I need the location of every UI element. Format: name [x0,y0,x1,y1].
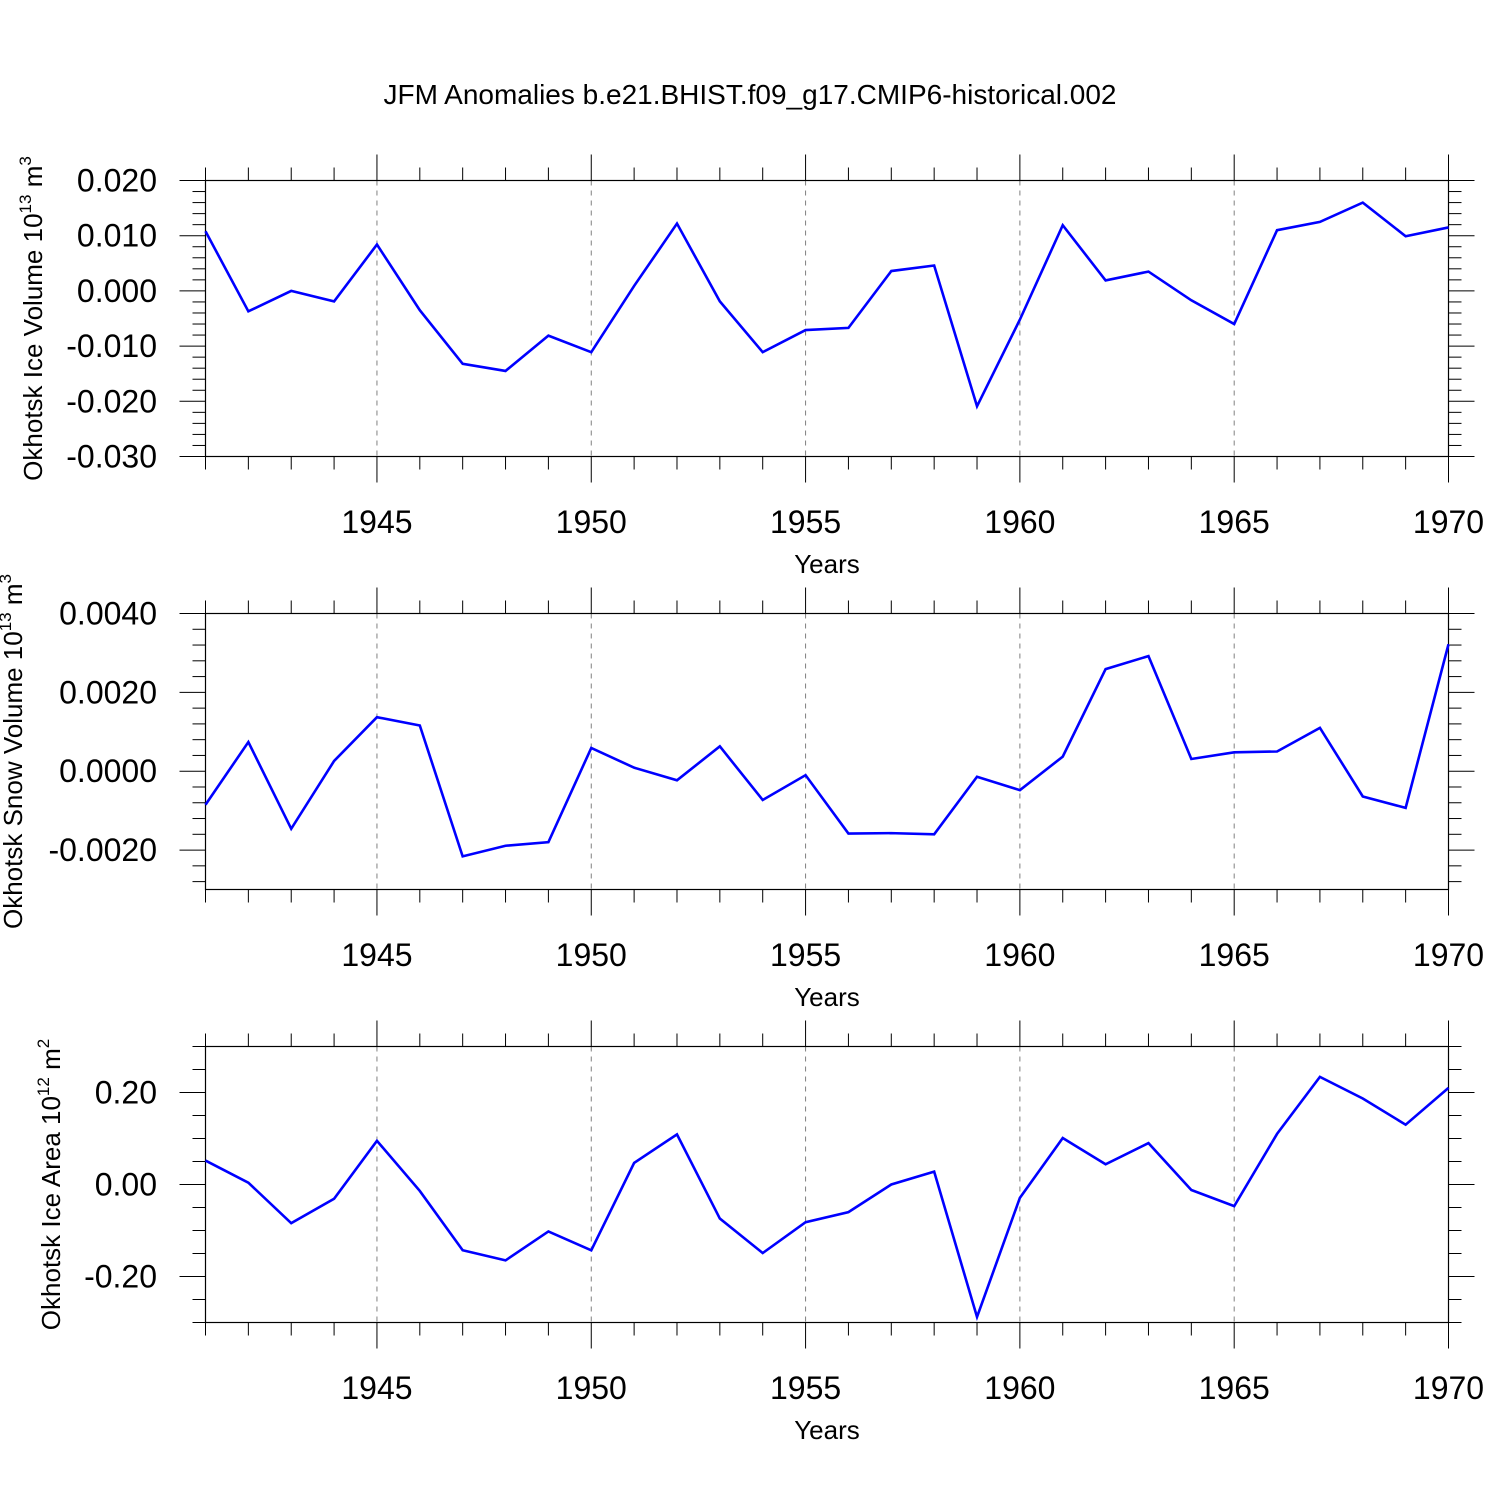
y-axis-label: Okhotsk Ice Volume 1013 m3 [16,156,48,481]
y-axis-label-text: Okhotsk Ice Volume 10 [18,213,48,480]
x-tick-label: 1945 [341,1370,412,1406]
y-tick-label: 0.20 [95,1075,157,1111]
plot-frame [204,612,1450,891]
y-tick-label: 0.0020 [59,674,157,710]
y-axis-label-unit-exponent: 3 [0,574,15,583]
y-axis-label: Okhotsk Ice Area 1012 m2 [34,1039,66,1330]
panel-2: 1945 1950 1955 1960 1965 1970 Years -0.0020 0.00… [0,574,1484,1012]
x-tick-label: 1955 [770,1370,841,1406]
x-tick-label: 1970 [1413,937,1484,973]
x-tick-label: 1955 [770,504,841,540]
x-tick-label: 1950 [556,1370,627,1406]
y-axis-label: Okhotsk Snow Volume 1013 m3 [0,574,28,929]
x-axis-label: Years [794,1415,860,1445]
y-tick-label: -0.20 [84,1259,157,1295]
y-axis-label-exponent: 12 [34,1077,53,1096]
x-tick-label: 1970 [1413,1370,1484,1406]
y-axis-label-text: Okhotsk Snow Volume 10 [0,631,28,929]
plot-frame [204,179,1450,458]
y-axis-label-unit-exponent: 3 [16,156,35,165]
x-tick-label: 1960 [984,937,1055,973]
x-tick-label: 1945 [341,504,412,540]
y-tick-label: 0.0040 [59,596,157,632]
x-tick-label: 1950 [556,937,627,973]
panel-1: 1945 1950 1955 1960 1965 1970 Years -0.030 -0.02… [16,154,1484,579]
y-tick-label: 0.00 [95,1167,157,1203]
plot-frame [204,1045,1450,1324]
chart-title: JFM Anomalies b.e21.BHIST.f09_g17.CMIP6-… [383,79,1116,110]
x-tick-label: 1960 [984,1370,1055,1406]
y-axis-label-exponent: 13 [16,195,35,214]
x-tick-label: 1945 [341,937,412,973]
x-axis-label: Years [794,982,860,1012]
x-tick-label: 1955 [770,937,841,973]
x-axis-label: Years [794,549,860,579]
y-axis-label-unit: m [36,1048,66,1077]
y-tick-label: 0.010 [77,218,157,254]
y-axis-label-unit: m [0,583,28,612]
x-tick-label: 1965 [1199,1370,1270,1406]
y-tick-label: -0.0020 [48,832,157,868]
x-tick-label: 1970 [1413,504,1484,540]
y-tick-label: -0.020 [66,383,157,419]
y-axis-label-text: Okhotsk Ice Area 10 [36,1096,66,1330]
x-tick-label: 1965 [1199,504,1270,540]
panel-3: 1945 1950 1955 1960 1965 1970 Years -0.20 0.00 0.… [34,1020,1484,1445]
y-axis-label-exponent: 13 [0,612,15,631]
y-tick-label: 0.020 [77,163,157,199]
series-line [204,201,1449,410]
series-line [204,1075,1450,1322]
y-tick-label: -0.030 [66,439,157,475]
y-axis-label-unit: m [18,166,48,195]
x-tick-label: 1960 [984,504,1055,540]
y-tick-label: 0.0000 [59,753,157,789]
x-tick-label: 1965 [1199,937,1270,973]
y-tick-label: 0.000 [77,273,157,309]
series-line [204,643,1450,858]
x-tick-label: 1950 [556,504,627,540]
y-tick-label: -0.010 [66,328,157,364]
y-axis-label-unit-exponent: 2 [34,1039,53,1048]
